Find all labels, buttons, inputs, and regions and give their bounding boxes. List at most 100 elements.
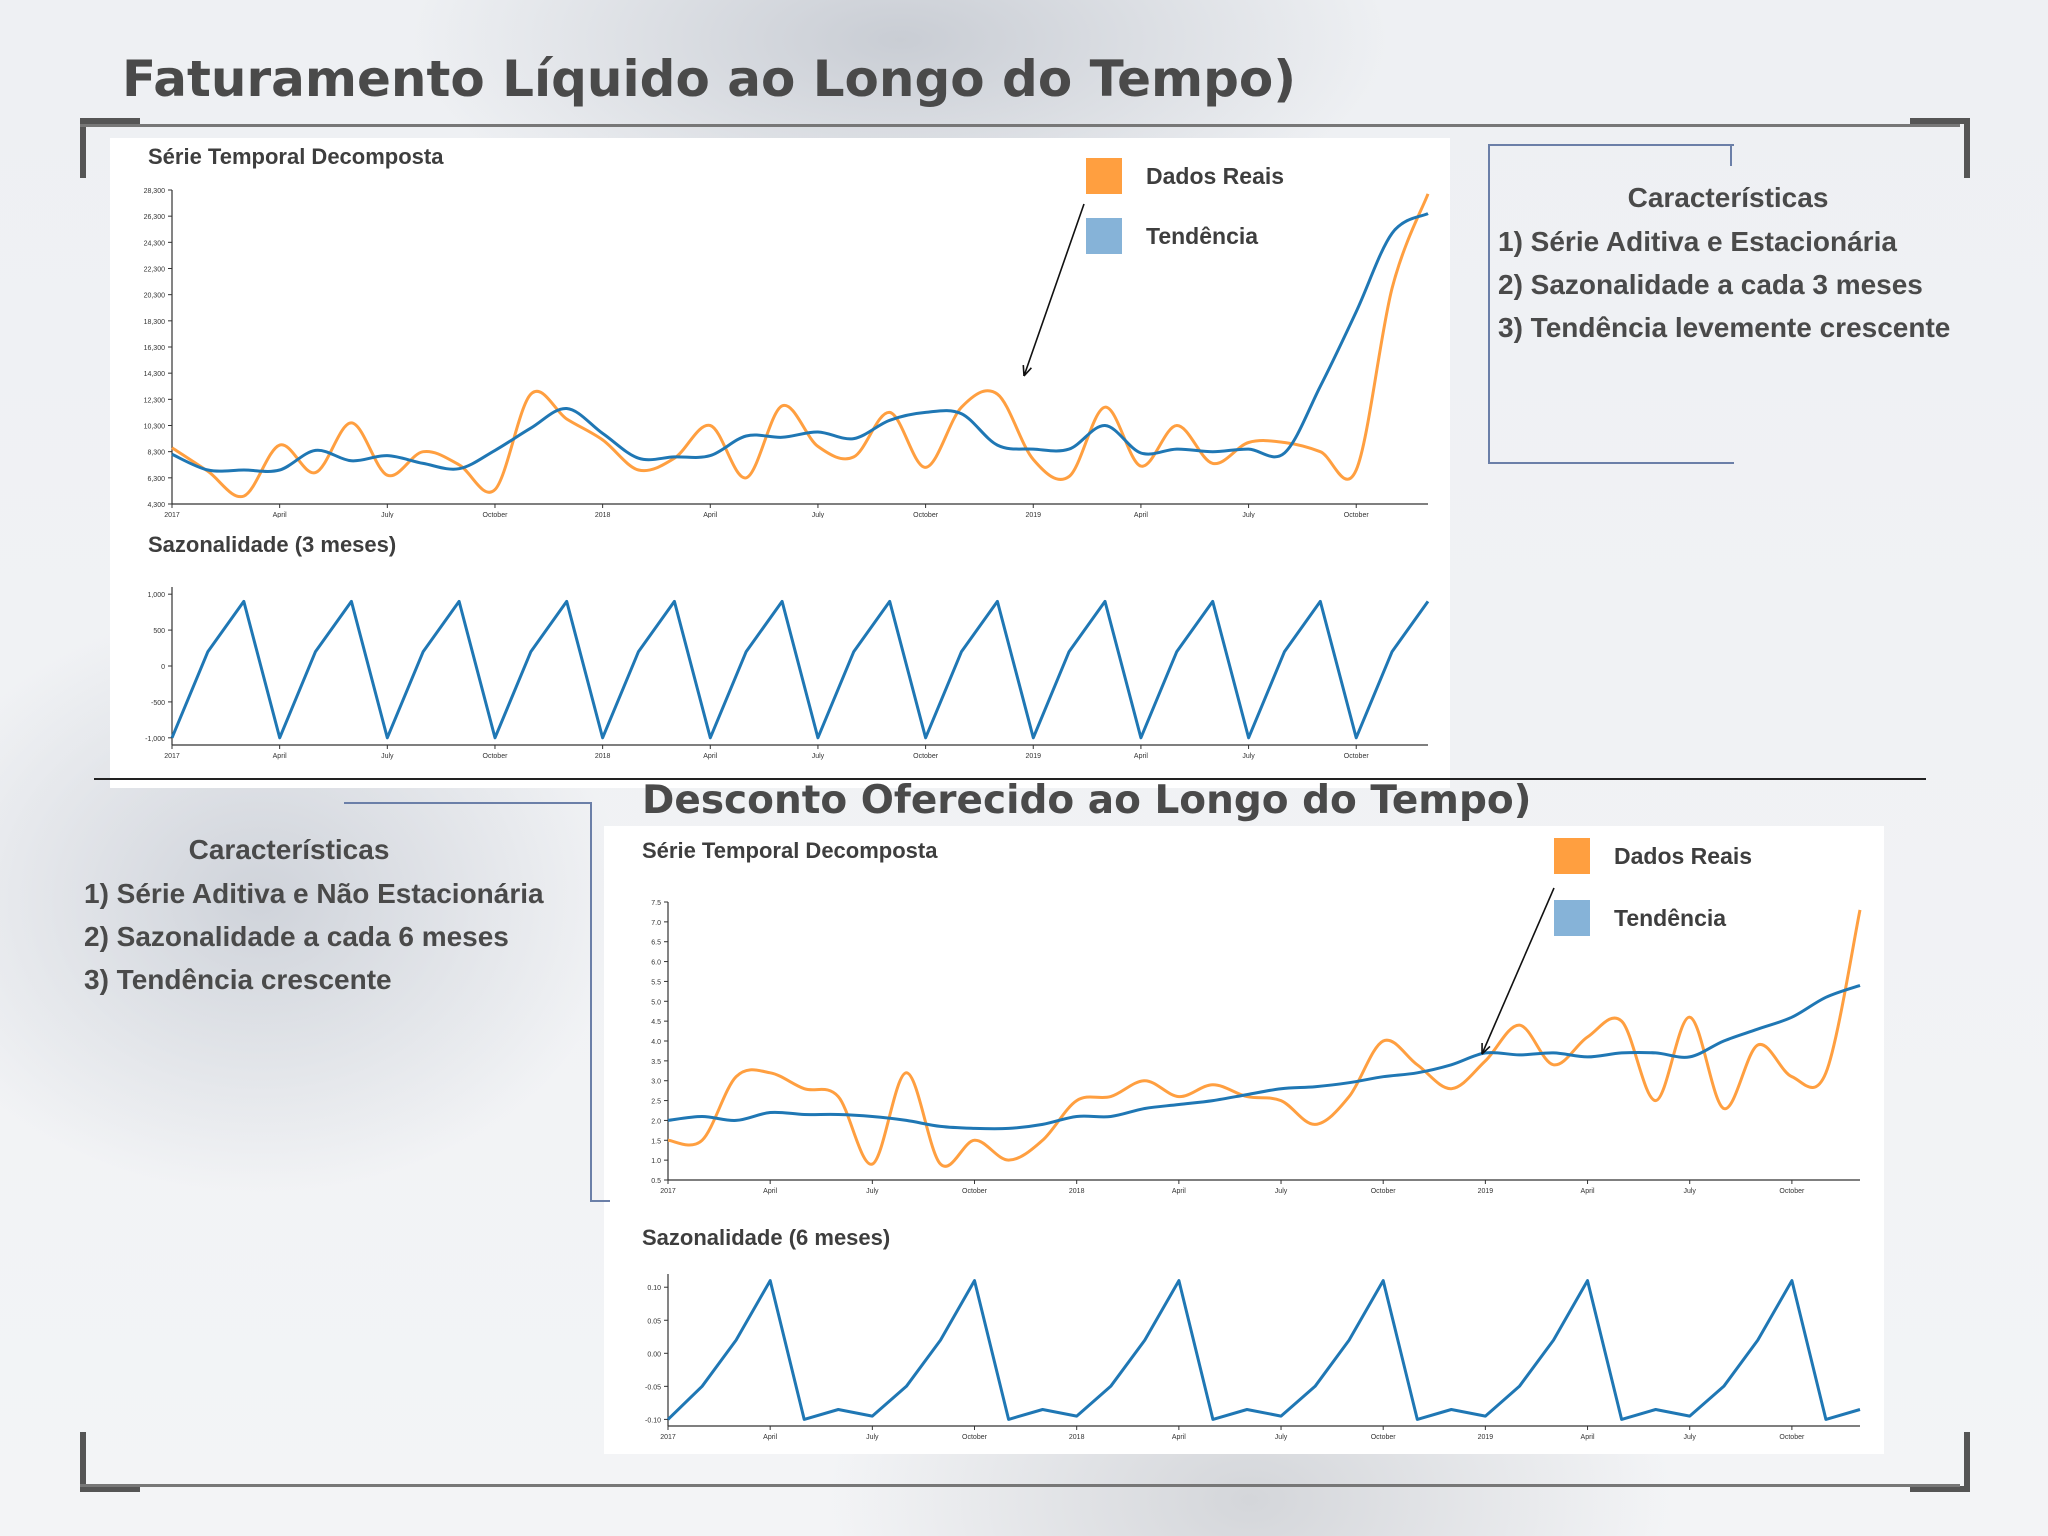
y-tick-label: 1,000 xyxy=(147,592,165,599)
annotation-arrow xyxy=(1481,887,1555,1055)
chart2-title: Sazonalidade (3 meses) xyxy=(148,532,397,557)
annotation-arrow xyxy=(1023,203,1085,377)
chart3-decomposed-discount: 0.5 1.0 1.5 2.0 2.5 3.0 3.5 4.0 4.5 5.0 5.5 6.0 6.5 7… xyxy=(651,887,1862,1195)
y-tick-label: 5.0 xyxy=(651,999,661,1006)
callout-line xyxy=(1488,144,1734,464)
x-tick-label: 2019 xyxy=(1025,753,1041,760)
x-tick-label: April xyxy=(1134,512,1148,518)
y-tick-label: 0.5 xyxy=(651,1178,661,1185)
frame-corner-br xyxy=(1910,1432,1970,1492)
x-tick-label: October xyxy=(1344,753,1370,760)
x-tick-label: July xyxy=(1242,753,1255,760)
chart4-title: Sazonalidade (6 meses) xyxy=(642,1225,891,1250)
x-tick-label: April xyxy=(1581,1188,1595,1195)
callout-line xyxy=(1730,144,1732,166)
x-tick-label: April xyxy=(763,1434,777,1441)
x-tick-label: 2019 xyxy=(1025,512,1041,518)
x-tick-label: 2018 xyxy=(595,753,611,760)
x-tick-label: April xyxy=(273,512,287,518)
y-tick-label: 3.5 xyxy=(651,1059,661,1066)
x-tick-label: October xyxy=(1779,1188,1805,1195)
x-tick-label: April xyxy=(273,753,287,760)
section1-feature-item: 1) Série Aditiva e Estacionária xyxy=(1498,226,1897,257)
x-tick-label: April xyxy=(1172,1188,1186,1195)
legend-swatch-trend xyxy=(1554,900,1590,936)
y-tick-label: 4,300 xyxy=(147,502,165,509)
callout-line xyxy=(344,802,592,1202)
x-tick-label: July xyxy=(1242,512,1255,518)
x-tick-label: April xyxy=(1581,1434,1595,1441)
frame-corner-tl xyxy=(80,118,140,178)
y-tick-label: 1.0 xyxy=(651,1158,661,1165)
x-tick-label: October xyxy=(1344,512,1370,518)
x-tick-label: October xyxy=(962,1434,988,1441)
x-tick-label: July xyxy=(1683,1434,1696,1441)
x-tick-label: April xyxy=(1134,753,1148,760)
x-tick-label: 2017 xyxy=(660,1188,676,1195)
y-tick-label: 0.05 xyxy=(647,1318,661,1325)
x-tick-label: April xyxy=(1172,1434,1186,1441)
section1-feature-item: 3) Tendência levemente crescente xyxy=(1498,312,1951,343)
y-tick-label: 7.0 xyxy=(651,920,661,927)
frame-corner-bl xyxy=(80,1432,140,1492)
y-tick-label: 1.5 xyxy=(651,1138,661,1145)
section1-features-heading: Características xyxy=(1627,182,1829,213)
section1-title: Faturamento Líquido ao Longo do Tempo) xyxy=(122,50,1297,108)
section2-feature-item: 2) Sazonalidade a cada 6 meses xyxy=(84,921,509,952)
y-tick-label: -0.05 xyxy=(645,1384,661,1391)
y-tick-label: 24,300 xyxy=(144,240,166,247)
annotation-arrowhead xyxy=(1481,1042,1491,1055)
series-line-real xyxy=(667,909,1862,1168)
y-tick-label: 22,300 xyxy=(144,267,166,274)
y-tick-label: 8,300 xyxy=(147,450,165,457)
callout-line xyxy=(592,1200,610,1202)
x-tick-label: July xyxy=(381,753,394,760)
frame-line-bottom xyxy=(80,1484,1960,1487)
y-tick-label: 12,300 xyxy=(144,397,166,404)
section1-features: Características 1) Série Aditiva e Estac… xyxy=(1498,182,1958,349)
x-tick-label: October xyxy=(1779,1434,1805,1441)
y-tick-label: -1,000 xyxy=(145,736,165,743)
x-tick-label: July xyxy=(866,1434,879,1441)
section1-feature-item: 2) Sazonalidade a cada 3 meses xyxy=(1498,269,1923,300)
section2-feature-item: 1) Série Aditiva e Não Estacionária xyxy=(84,878,544,909)
x-tick-label: 2019 xyxy=(1478,1188,1494,1195)
series-line-trend xyxy=(667,983,1861,1131)
y-tick-label: 14,300 xyxy=(144,371,166,378)
y-tick-label: 6,300 xyxy=(147,476,165,483)
x-tick-label: July xyxy=(866,1188,879,1195)
x-tick-label: July xyxy=(1275,1188,1288,1195)
series-line-trend xyxy=(171,212,1429,473)
chart4-seasonality-6m: 0.10 0.05 0.00 -0.05 -0.10 2017 April July Octob… xyxy=(645,1274,1861,1441)
y-tick-label: 0 xyxy=(161,664,165,671)
x-tick-label: 2017 xyxy=(164,753,180,760)
y-tick-label: 0.00 xyxy=(647,1351,661,1358)
x-tick-label: April xyxy=(763,1188,777,1195)
x-tick-label: 2018 xyxy=(1069,1188,1085,1195)
section2-feature-item: 3) Tendência crescente xyxy=(84,964,392,995)
x-tick-label: 2018 xyxy=(595,512,611,518)
y-tick-label: -0.10 xyxy=(645,1417,661,1424)
y-tick-label: 4.5 xyxy=(651,1019,661,1026)
legend-label-real: Dados Reais xyxy=(1146,163,1285,189)
x-tick-label: October xyxy=(1371,1188,1397,1195)
chart2-seasonality-3m: 1,000 500 0 -500 -1,000 2017 April July October 2… xyxy=(145,587,1430,760)
y-tick-label: 500 xyxy=(153,628,165,635)
annotation-arrowhead xyxy=(1022,364,1032,377)
x-tick-label: July xyxy=(812,512,825,518)
section-divider xyxy=(94,778,1926,780)
x-tick-label: October xyxy=(483,512,509,518)
section2-features-heading: Características xyxy=(188,834,390,865)
section2-features: Características 1) Série Aditiva e Não E… xyxy=(84,834,604,1001)
section2-title: Desconto Oferecido ao Longo do Tempo) xyxy=(642,778,1532,823)
chart3-title: Série Temporal Decomposta xyxy=(642,838,938,863)
legend-swatch-trend xyxy=(1086,218,1122,254)
x-tick-label: July xyxy=(381,512,394,518)
y-tick-label: 20,300 xyxy=(144,293,166,300)
y-tick-label: -500 xyxy=(151,700,165,707)
x-tick-label: July xyxy=(812,753,825,760)
legend-label-real: Dados Reais xyxy=(1614,843,1753,869)
legend-swatch-real xyxy=(1086,158,1122,194)
series-line-trend xyxy=(170,599,1430,740)
x-tick-label: April xyxy=(703,512,717,518)
